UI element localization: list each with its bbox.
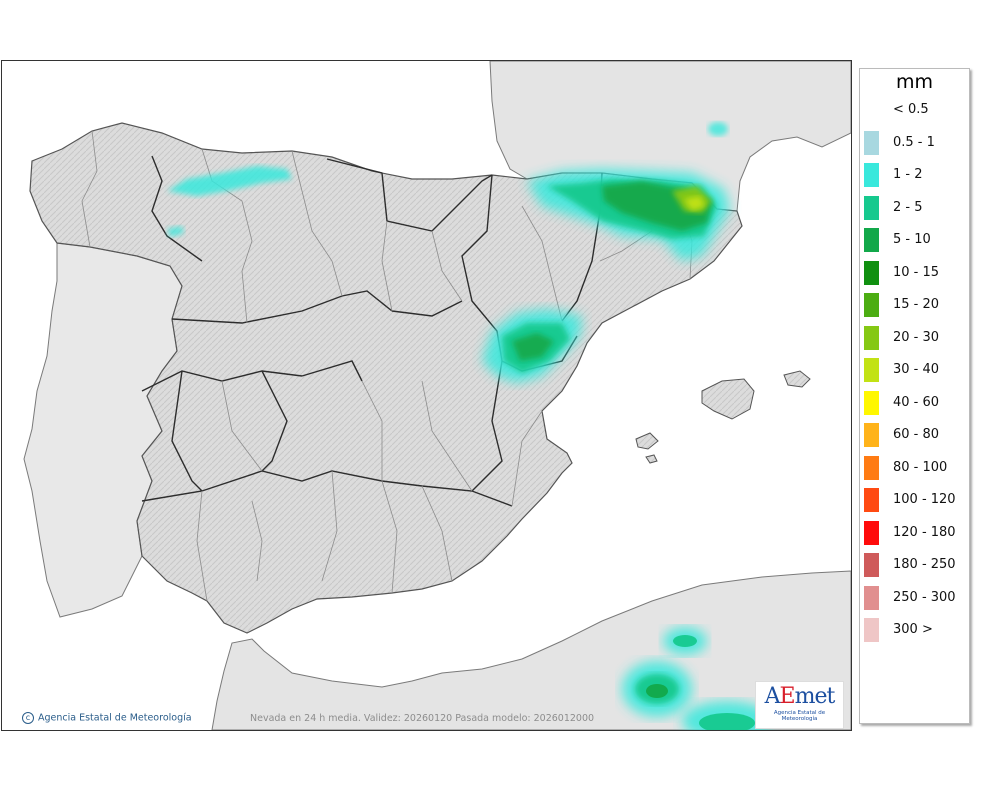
menorca-island	[783, 370, 811, 388]
legend-label: 1 - 2	[893, 167, 923, 182]
snow-area-iberian-inner	[512, 333, 554, 361]
copyright-icon: c	[22, 712, 34, 724]
legend-swatch	[864, 130, 879, 155]
legend-swatch	[864, 228, 879, 252]
aemet-logo: AEmet Agencia Estatal de Meteorología	[755, 681, 844, 729]
regional-borders	[141, 155, 603, 507]
legend-swatch	[864, 260, 879, 285]
legend-label: 0.5 - 1	[893, 134, 935, 150]
legend-label: 30 - 40	[893, 362, 940, 377]
legend-swatch	[864, 163, 879, 187]
legend-swatch	[864, 585, 879, 610]
legend-label: < 0.5	[893, 102, 929, 117]
legend-label: 60 - 80	[893, 427, 940, 442]
legend-unit: mm	[895, 71, 934, 93]
snow-area-atlas-a-core	[673, 635, 697, 647]
legend-swatch	[864, 423, 879, 447]
formentera-island	[645, 454, 658, 464]
legend-label: 80 - 100	[893, 459, 948, 475]
legend-swatch	[864, 325, 879, 350]
legend-swatch	[864, 390, 879, 415]
copyright-note: c Agencia Estatal de Meteorología	[22, 712, 192, 724]
snow-area-atlas-b-inner	[646, 684, 668, 698]
snow-area-france	[708, 122, 728, 136]
legend-swatch	[864, 293, 879, 317]
map-caption: Nevada en 24 h media. Validez: 20260120 …	[250, 713, 595, 724]
legend-label: 10 - 15	[893, 264, 940, 280]
legend-label: 300 >	[893, 622, 933, 637]
legend-label: 15 - 20	[893, 297, 940, 312]
legend-panel: mm < 0.5 0.5 - 1 1 - 2 2 - 5 5 - 10 10 - 15 15…	[859, 68, 970, 724]
map-panel: c Agencia Estatal de Meteorología Nevada …	[1, 60, 852, 731]
legend-label: 20 - 30	[893, 329, 940, 345]
snow-area-atlas-c-core	[699, 713, 755, 730]
legend-label: 120 - 180	[893, 524, 956, 540]
ibiza-island	[635, 432, 659, 450]
legend-swatch	[864, 553, 879, 577]
legend-label: 250 - 300	[893, 589, 956, 605]
legend-swatch	[864, 618, 879, 642]
snow-area-cantabrian	[167, 166, 292, 196]
snowfall-field	[167, 122, 772, 730]
legend-label: 40 - 60	[893, 394, 940, 410]
legend-swatch	[864, 520, 879, 545]
legend-swatch	[864, 98, 879, 122]
legend-swatch	[864, 455, 879, 480]
copyright-text: Agencia Estatal de Meteorología	[38, 712, 192, 724]
legend-label: 5 - 10	[893, 232, 931, 247]
spain-landmass	[29, 122, 743, 634]
aemet-logo-subtitle: Agencia Estatal de Meteorología	[773, 710, 826, 722]
legend-label: 180 - 250	[893, 557, 956, 572]
legend-swatch	[864, 195, 879, 220]
snowfall-map	[2, 61, 851, 730]
aemet-logo-mark: AEmet	[764, 684, 836, 709]
legend-swatch	[864, 488, 879, 512]
snow-area-galicia	[167, 226, 184, 237]
legend-label: 2 - 5	[893, 199, 923, 215]
mallorca-island	[701, 378, 755, 420]
snow-area-pyrenees-peak	[684, 196, 705, 211]
legend-swatch	[864, 358, 879, 382]
legend-label: 100 - 120	[893, 492, 956, 507]
